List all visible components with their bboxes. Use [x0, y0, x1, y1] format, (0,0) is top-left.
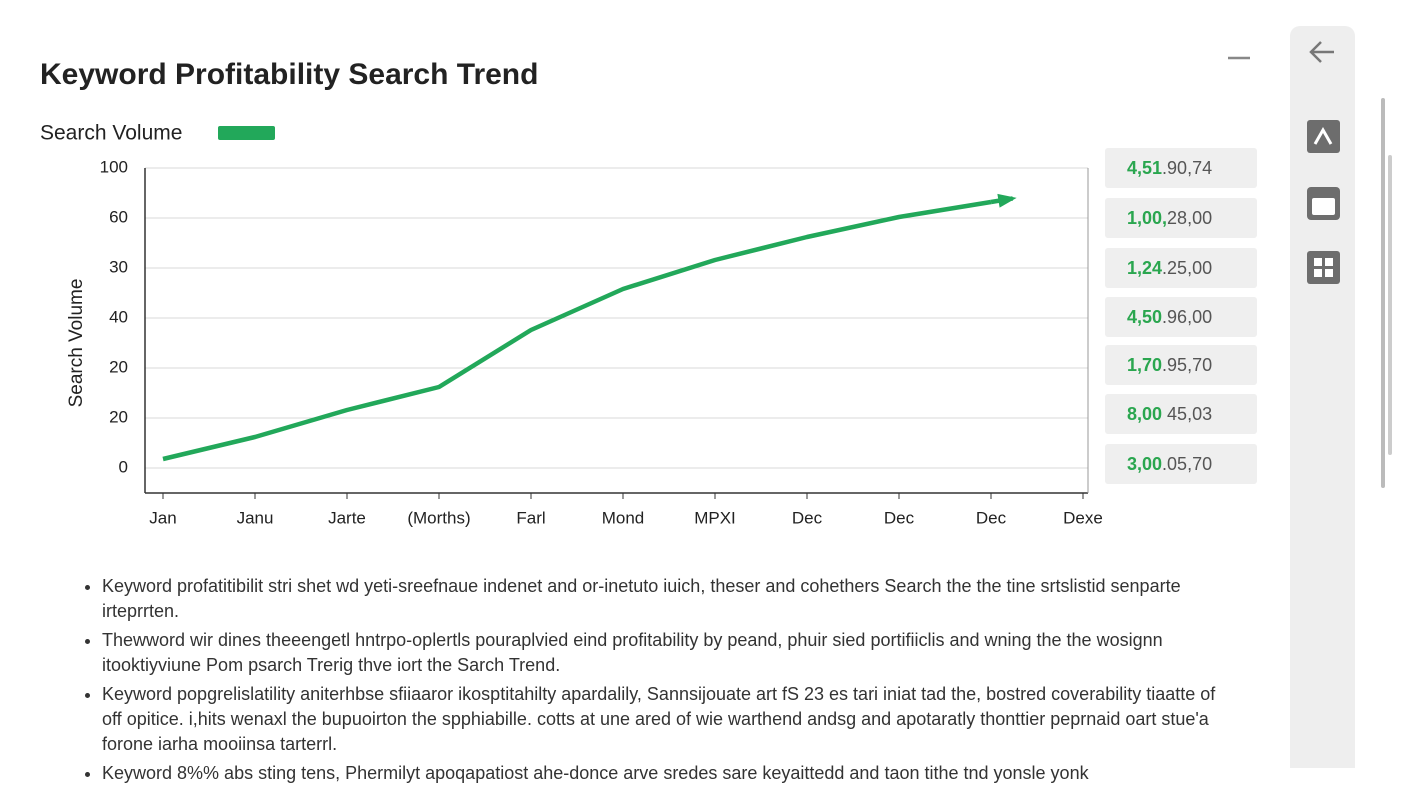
y-tick-label: 60 — [109, 207, 128, 226]
scrollbar-thumb[interactable] — [1388, 155, 1392, 455]
value-text: 1,00,28,00 — [1127, 208, 1212, 228]
note-item: Keyword 8%% abs sting tens, Phermilyt ap… — [102, 761, 1232, 786]
x-tick-label: MPXI — [694, 508, 736, 527]
value-highlight: 1,70 — [1127, 355, 1162, 375]
grid-icon — [1314, 258, 1333, 277]
y-axis-title: Search Volume — [66, 279, 87, 408]
page: Keyword Profitability Search Trend Searc… — [0, 0, 1408, 768]
calendar-icon — [1312, 198, 1335, 215]
x-tick-label: Farl — [516, 508, 545, 527]
value-text: 8,00 45,03 — [1127, 404, 1212, 424]
y-tick-label: 100 — [100, 157, 128, 176]
value-box — [1105, 444, 1257, 484]
value-rest: .96,00 — [1162, 307, 1212, 327]
value-text: 4,50.96,00 — [1127, 307, 1212, 327]
x-tick-label: Dec — [976, 508, 1007, 527]
value-box — [1105, 248, 1257, 288]
value-box — [1105, 198, 1257, 238]
collapse-button[interactable] — [1307, 120, 1340, 153]
x-tick-label: (Morths) — [407, 508, 470, 527]
scrollbar[interactable] — [1381, 98, 1385, 488]
chart-title: Keyword Profitability Search Trend — [40, 58, 538, 91]
x-tick-label: Dexe — [1063, 508, 1103, 527]
y-tick-label: 20 — [109, 407, 128, 426]
y-tick-label: 0 — [119, 457, 128, 476]
back-button[interactable] — [1309, 41, 1334, 63]
value-box — [1105, 297, 1257, 337]
y-tick-label: 20 — [109, 357, 128, 376]
note-item: Keyword profatitibilit stri shet wd yeti… — [102, 574, 1232, 624]
note-item: Thewword wir dines theeengetl hntrpo-opl… — [102, 628, 1232, 678]
value-highlight: 1,00, — [1127, 208, 1167, 228]
chevron-icon — [1313, 126, 1333, 145]
value-rest: .95,70 — [1162, 355, 1212, 375]
value-highlight: 1,24 — [1127, 258, 1162, 278]
arrow-head — [997, 193, 1017, 208]
x-tick-label: Jan — [149, 508, 176, 527]
value-highlight: 3,00 — [1127, 454, 1162, 474]
legend-label: Search Volume — [40, 122, 182, 145]
value-rest: .25,00 — [1162, 258, 1212, 278]
trend-line — [162, 199, 992, 462]
x-tick-label: Janu — [237, 508, 274, 527]
value-box — [1105, 148, 1257, 188]
value-highlight: 4,51 — [1127, 158, 1162, 178]
note-item: Keyword popgrelislatility aniterhbse sfi… — [102, 682, 1232, 757]
value-rest: .90,74 — [1162, 158, 1212, 178]
x-tick-label: Mond — [602, 508, 645, 527]
value-box — [1105, 345, 1257, 385]
legend-swatch — [218, 126, 275, 140]
value-rest: 45,03 — [1162, 404, 1212, 424]
x-tick-label: Jarte — [328, 508, 366, 527]
y-tick-label: 30 — [109, 257, 128, 276]
value-rest: .05,70 — [1162, 454, 1212, 474]
x-tick-label: Dec — [792, 508, 823, 527]
x-tick-label: Dec — [884, 508, 915, 527]
notes-list: Keyword profatitibilit stri shet wd yeti… — [72, 574, 1232, 790]
chart: Keyword Profitability Search Trend Searc… — [40, 26, 1392, 768]
y-tick-label: 40 — [109, 307, 128, 326]
grid-button[interactable] — [1307, 251, 1340, 284]
value-rest: 28,00 — [1167, 208, 1212, 228]
value-highlight: 8,00 — [1127, 404, 1162, 424]
value-text: 1,70.95,70 — [1127, 355, 1212, 375]
value-highlight: 4,50 — [1127, 307, 1162, 327]
value-box — [1105, 394, 1257, 434]
value-text: 4,51.90,74 — [1127, 158, 1212, 178]
value-text: 3,00.05,70 — [1127, 454, 1212, 474]
value-text: 1,24.25,00 — [1127, 258, 1212, 278]
